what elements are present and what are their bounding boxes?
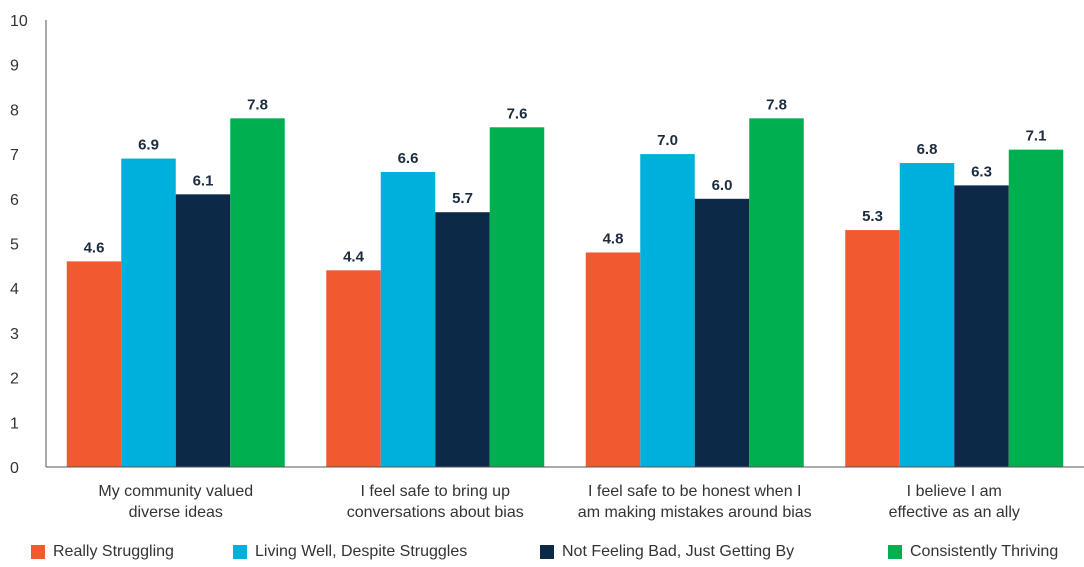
legend-label: Not Feeling Bad, Just Getting By: [562, 543, 795, 560]
legend-label: Really Struggling: [53, 543, 174, 560]
bar: [230, 118, 285, 467]
data-label: 7.8: [247, 96, 268, 113]
bar-chart: 0 1 2 3 4 5 6 7 8 9 10 4.6 6.9 6.1 7.8 4.4 6.6 5.7 7.6 4.8…: [10, 13, 1084, 521]
legend-label: Living Well, Despite Struggles: [255, 543, 468, 560]
data-label: 7.6: [507, 105, 528, 122]
bar: [66, 261, 122, 467]
data-label: 5.3: [862, 208, 883, 225]
legend: Really Struggling Living Well, Despite St…: [0, 540, 1084, 564]
data-labels: 4.6 6.9 6.1 7.8 4.4 6.6 5.7 7.6 4.8 7.0 6.0 7.8 5.3 6…: [84, 96, 1047, 265]
legend-item: Not Feeling Bad, Just Getting By: [540, 540, 794, 564]
x-axis: My community valued diverse ideas I feel s…: [46, 466, 1084, 521]
x-category-label: am making mistakes around bias: [578, 504, 812, 521]
bar: [121, 158, 176, 467]
bar: [585, 252, 641, 467]
x-category-label: conversations about bias: [347, 504, 524, 521]
data-label: 6.6: [398, 150, 419, 167]
x-category-label: effective as an ally: [889, 504, 1020, 521]
y-tick-label: 8: [10, 102, 19, 119]
y-tick-label: 9: [10, 58, 19, 75]
y-tick-label: 3: [10, 326, 19, 343]
data-label: 4.4: [343, 248, 365, 265]
y-tick-label: 5: [10, 237, 19, 254]
legend-swatch: [888, 545, 902, 559]
bar: [899, 163, 955, 468]
x-category-label: My community valued: [98, 483, 253, 500]
y-tick-label: 10: [10, 13, 28, 30]
legend-swatch: [31, 545, 45, 559]
bar: [694, 198, 750, 468]
data-label: 6.3: [971, 163, 992, 180]
bar: [954, 185, 1009, 467]
legend-swatch: [233, 545, 247, 559]
legend-label: Consistently Thriving: [910, 543, 1059, 560]
bar: [380, 171, 436, 468]
bars: [66, 118, 1064, 468]
x-category-label: I feel safe to bring up: [361, 483, 511, 500]
y-tick-label: 1: [10, 415, 19, 432]
x-category-label: I believe I am: [907, 483, 1002, 500]
bar: [1008, 149, 1064, 467]
data-label: 7.0: [657, 132, 678, 149]
bar: [489, 127, 545, 467]
data-label: 6.0: [712, 177, 733, 194]
bar: [640, 154, 695, 467]
data-label: 6.9: [138, 137, 159, 154]
bar: [435, 212, 490, 467]
data-label: 6.8: [917, 141, 938, 158]
y-tick-label: 6: [10, 192, 19, 209]
data-label: 6.1: [193, 172, 214, 189]
data-label: 4.6: [84, 239, 105, 256]
legend-item: Consistently Thriving: [888, 540, 1058, 564]
y-tick-label: 0: [10, 460, 19, 477]
bar: [845, 230, 900, 467]
legend-item: Really Struggling: [31, 540, 174, 564]
bar: [326, 270, 381, 467]
y-axis: 0 1 2 3 4 5 6 7 8 9 10: [10, 13, 47, 477]
legend-item: Living Well, Despite Struggles: [233, 540, 467, 564]
y-tick-label: 2: [10, 371, 19, 388]
y-tick-label: 4: [10, 281, 19, 298]
legend-swatch: [540, 545, 554, 559]
x-category-label: diverse ideas: [129, 504, 223, 521]
data-label: 7.1: [1026, 128, 1047, 145]
bar: [175, 194, 231, 467]
data-label: 4.8: [603, 230, 624, 247]
data-label: 7.8: [766, 96, 787, 113]
bar: [749, 118, 804, 467]
data-label: 5.7: [452, 190, 473, 207]
y-tick-label: 7: [10, 147, 19, 164]
x-category-label: I feel safe to be honest when I: [588, 483, 801, 500]
